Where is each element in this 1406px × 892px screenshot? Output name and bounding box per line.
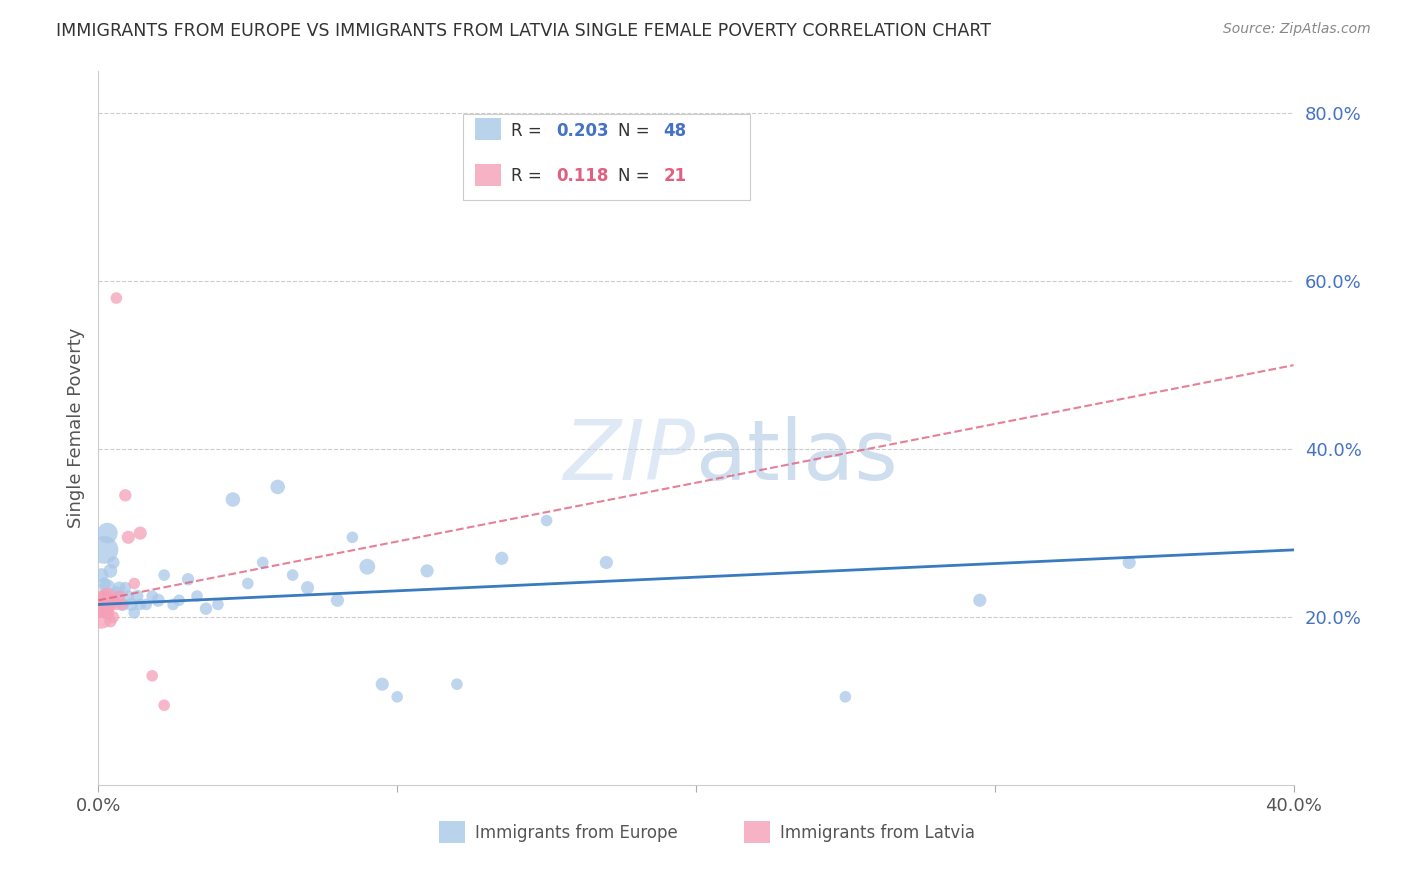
Point [98,598,122,612]
Point [207,598,229,612]
Point [93,601,115,615]
Text: 21: 21 [664,168,686,186]
Point [236,576,259,591]
Text: Source: ZipAtlas.com: Source: ZipAtlas.com [1223,22,1371,37]
Point [105,291,128,305]
Point [252,556,274,570]
Point [281,568,304,582]
Text: N =: N = [619,121,655,139]
Point [103,593,125,607]
Point [342,530,364,544]
Point [117,589,139,603]
Point [98,564,122,578]
Text: ZIP: ZIP [564,417,696,497]
Point [108,581,131,595]
Point [93,593,115,607]
Text: Immigrants from Europe: Immigrants from Europe [475,824,678,842]
Text: 0.118: 0.118 [557,168,609,186]
Point [96,581,118,595]
Bar [475,119,501,140]
Y-axis label: Single Female Poverty: Single Female Poverty [66,328,84,528]
Point [148,593,170,607]
Point [834,690,856,704]
Point [96,589,118,603]
Point [385,690,409,704]
Point [129,526,152,541]
Point [124,606,146,620]
Point [195,601,218,615]
Point [356,559,378,574]
Point [135,598,157,612]
Point [186,589,208,603]
Point [93,576,115,591]
Point [153,698,176,713]
Point [96,606,118,620]
Text: N =: N = [619,168,655,186]
Point [446,677,468,691]
Text: IMMIGRANTS FROM EUROPE VS IMMIGRANTS FROM LATVIA SINGLE FEMALE POVERTY CORRELATI: IMMIGRANTS FROM EUROPE VS IMMIGRANTS FRO… [56,22,991,40]
Bar [475,164,501,186]
Point [177,572,200,586]
Point [120,598,142,612]
Bar [744,821,770,844]
Text: R =: R = [510,168,547,186]
Point [103,556,125,570]
Point [416,564,439,578]
Point [536,514,558,528]
Point [105,598,128,612]
Point [1118,556,1140,570]
Point [103,610,125,624]
Text: R =: R = [510,121,547,139]
Point [90,598,112,612]
FancyBboxPatch shape [463,114,749,200]
Point [371,677,394,691]
Point [969,593,991,607]
Bar [439,821,465,844]
Point [114,581,136,595]
Point [167,593,190,607]
Point [129,598,152,612]
Point [114,488,136,502]
Point [153,568,176,582]
Point [267,480,290,494]
Point [595,556,617,570]
Point [90,568,112,582]
Point [93,542,115,557]
Point [108,589,131,603]
Point [108,589,131,603]
Point [111,598,134,612]
Point [141,669,163,683]
Point [117,530,139,544]
Point [96,526,118,541]
Point [103,593,125,607]
Point [141,589,163,603]
Text: atlas: atlas [696,417,897,497]
Text: Immigrants from Latvia: Immigrants from Latvia [779,824,974,842]
Point [297,581,319,595]
Point [90,610,112,624]
Point [111,598,134,612]
Text: 48: 48 [664,121,686,139]
Point [326,593,349,607]
Point [491,551,513,566]
Point [685,148,707,162]
Point [96,598,118,612]
Point [124,576,146,591]
Point [98,614,122,628]
Point [127,589,149,603]
Point [162,598,184,612]
Point [222,492,245,507]
Point [105,585,128,599]
Text: 0.203: 0.203 [557,121,609,139]
